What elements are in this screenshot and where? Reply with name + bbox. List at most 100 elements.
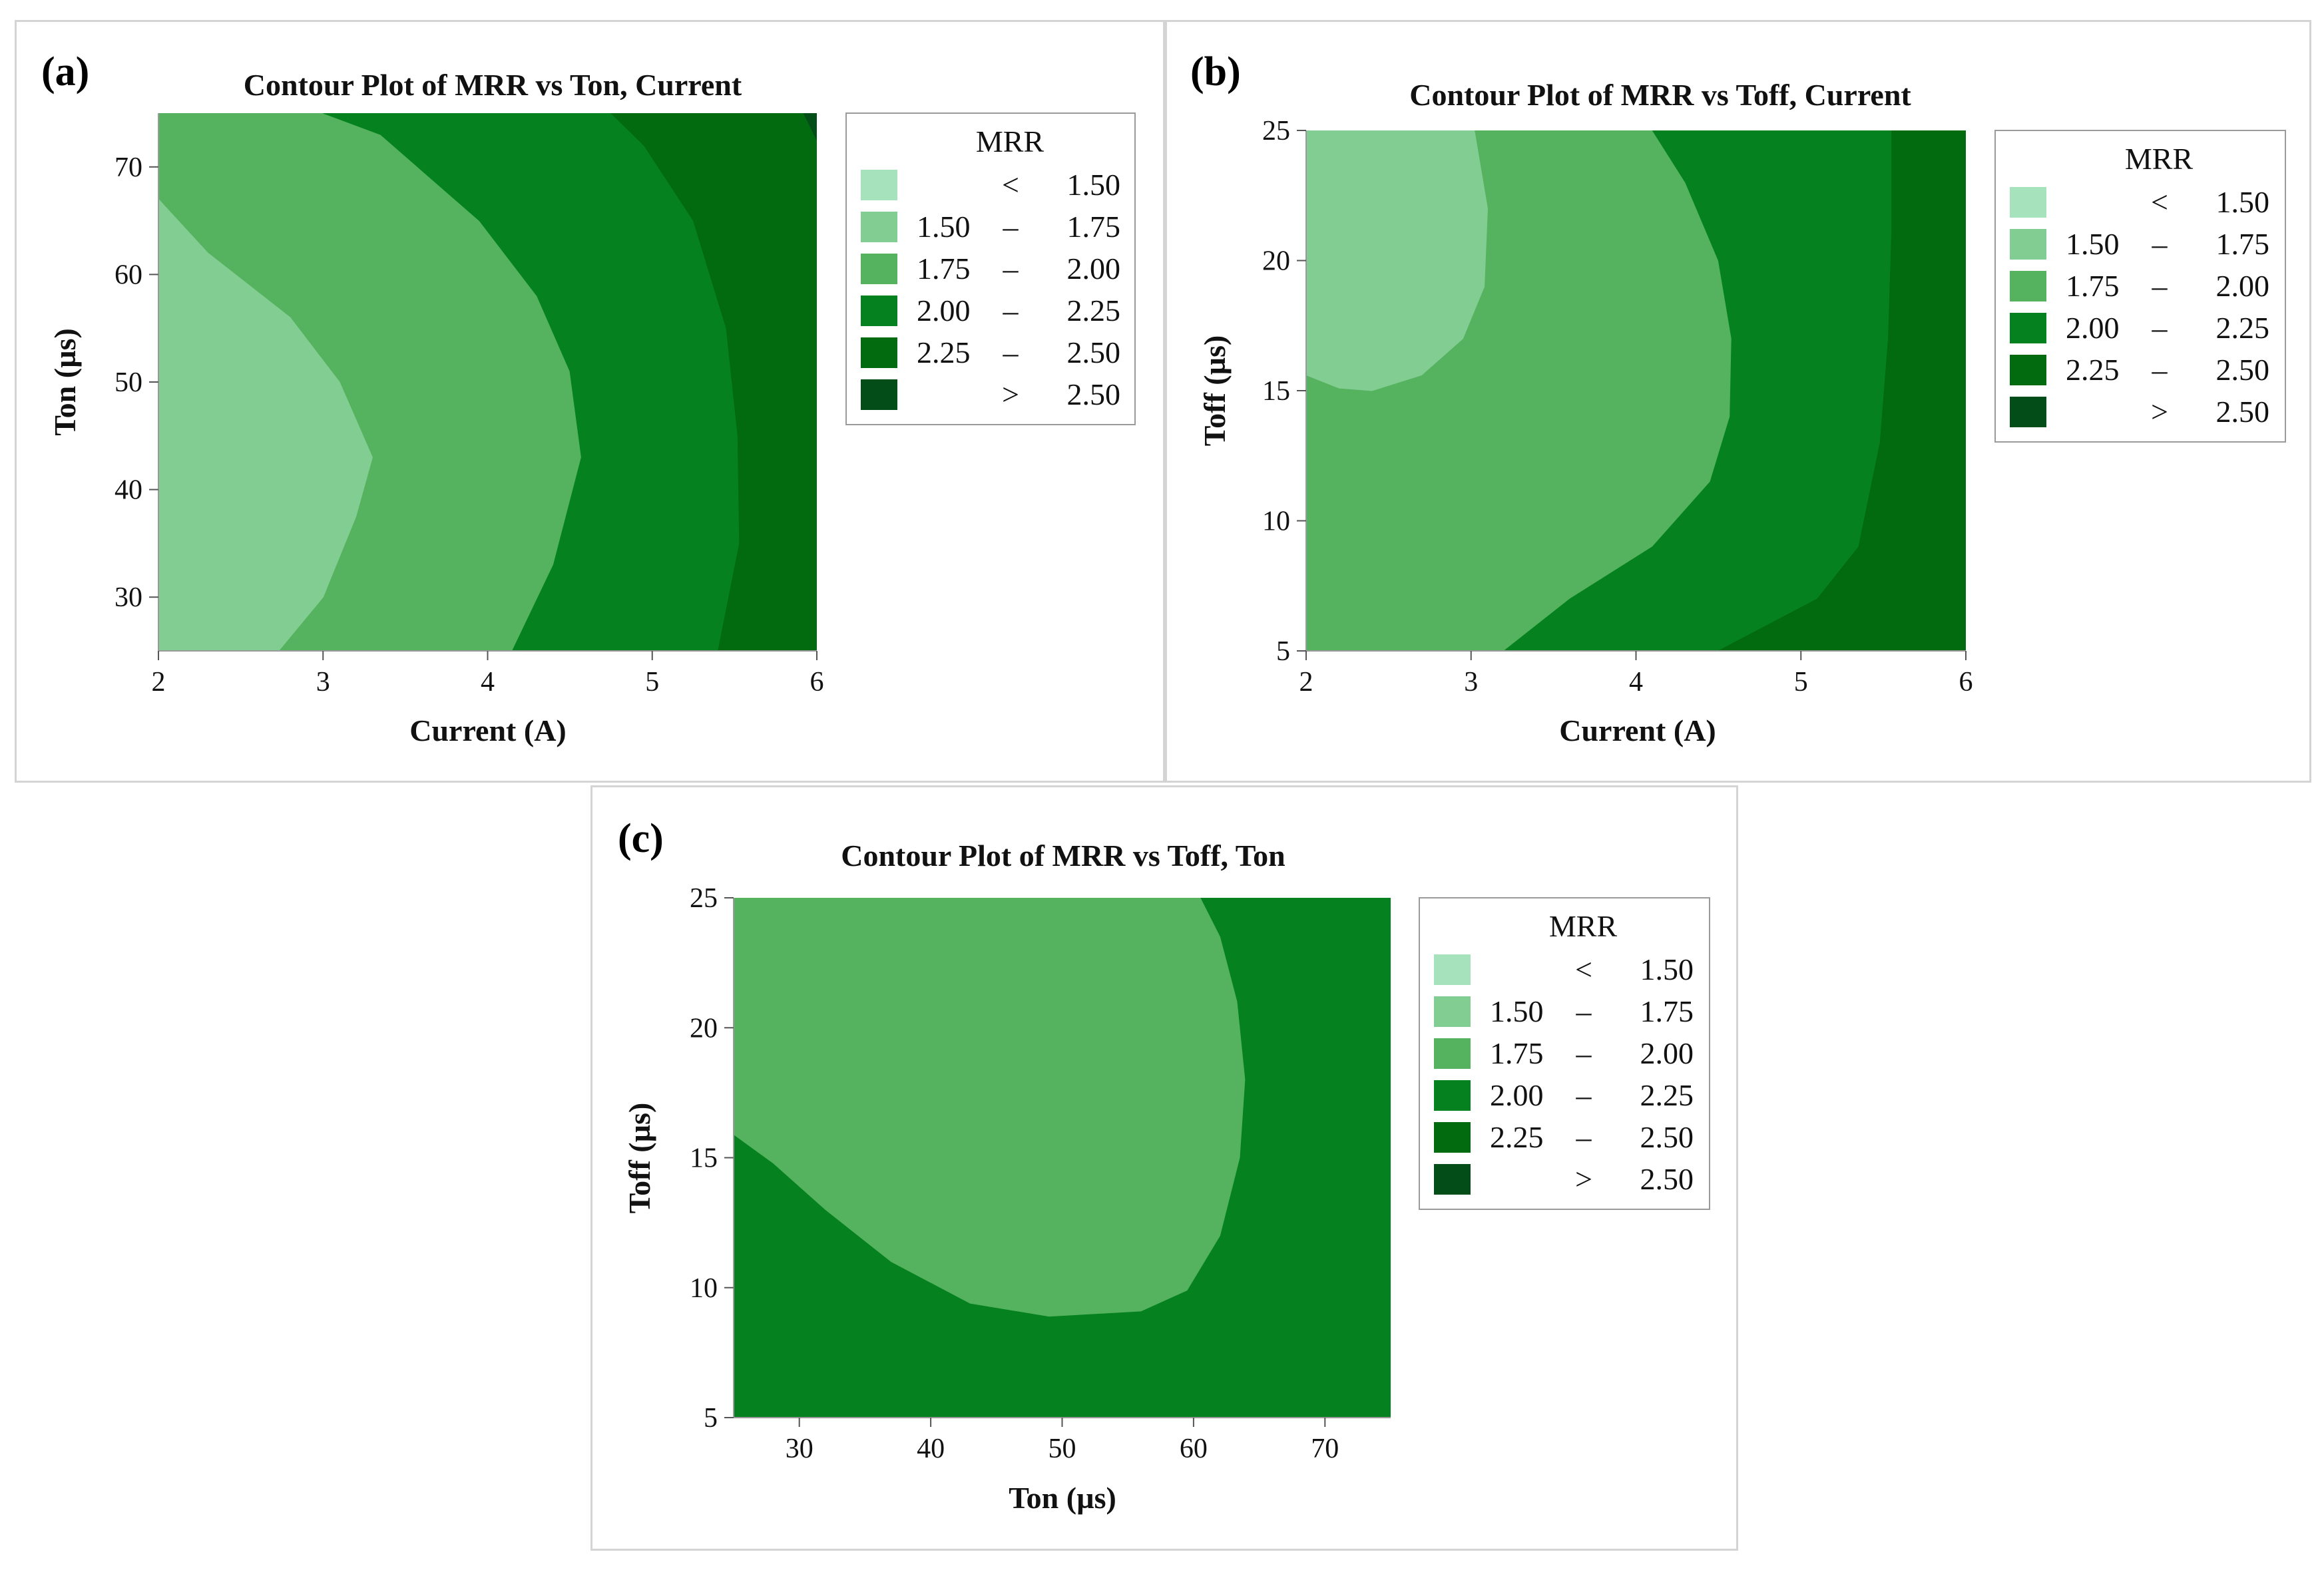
contour-region-2: [158, 198, 373, 651]
legend-range-sep: –: [1003, 210, 1019, 244]
y-tick-label: 20: [690, 1013, 718, 1044]
legend-swatch: [2010, 397, 2046, 427]
legend-swatch: [861, 379, 897, 410]
y-axis-title: Toff (µs): [1198, 335, 1232, 447]
legend-swatch: [861, 296, 897, 326]
legend-range-high: 1.50: [2216, 185, 2270, 219]
x-tick-label: 30: [786, 1434, 813, 1464]
legend-swatch: [1434, 1164, 1471, 1195]
legend-swatch: [2010, 229, 2046, 260]
legend: MRR< 1.501.50–1.751.75–2.002.00–2.252.25–…: [1419, 897, 1710, 1210]
legend-swatch: [2010, 313, 2046, 343]
legend-range-high: 2.50: [1067, 335, 1121, 369]
legend-swatch: [1434, 1038, 1471, 1069]
legend-range-high: 2.50: [2216, 395, 2270, 429]
legend-range-sep: <: [1575, 952, 1592, 986]
legend-range-sep: –: [1576, 1120, 1592, 1154]
y-tick-label: 5: [704, 1403, 718, 1434]
x-tick-label: 3: [316, 667, 330, 697]
x-tick-label: 2: [152, 667, 166, 697]
legend-swatch: [861, 170, 897, 200]
chart-panel-2: 2 3 4 5 6 5 10 15 20 25 (b) Contour Plot of MRR vs …: [1190, 49, 2286, 747]
contour-region-3: [323, 113, 817, 651]
y-tick-label: 15: [1262, 376, 1290, 407]
legend-swatch: [1434, 1080, 1471, 1111]
chart-title: Contour Plot of MRR vs Toff, Current: [1409, 78, 1911, 112]
legend-range-low: 2.25: [2066, 353, 2120, 387]
legend-swatch: [2010, 355, 2046, 385]
y-tick-label: 25: [1262, 116, 1290, 146]
y-tick-label: 40: [115, 475, 142, 506]
legend-range-high: 2.25: [1067, 294, 1121, 327]
legend-range-high: 2.50: [1067, 377, 1121, 411]
y-tick-label: 30: [115, 582, 142, 613]
legend-range-high: 2.25: [1640, 1078, 1694, 1112]
panel-label: (b): [1190, 49, 1241, 95]
y-tick-label: 10: [1262, 506, 1290, 537]
legend-range-high: 2.50: [1640, 1120, 1694, 1154]
y-tick-label: 60: [115, 260, 142, 290]
contour-regions: [158, 113, 817, 651]
x-axis-title: Current (A): [1559, 713, 1716, 747]
legend-swatch: [861, 337, 897, 368]
chart-title: Contour Plot of MRR vs Toff, Ton: [841, 839, 1285, 873]
legend: MRR< 1.501.50–1.751.75–2.002.00–2.252.25–…: [845, 112, 1136, 425]
x-tick-label: 6: [1959, 667, 1973, 697]
x-tick-label: 5: [1794, 667, 1808, 697]
legend-range-high: 2.50: [2216, 353, 2270, 387]
x-tick-label: 4: [481, 667, 495, 697]
legend-range-low: 1.75: [1490, 1036, 1544, 1070]
legend-range-low: 2.25: [917, 335, 971, 369]
legend-range-sep: –: [1576, 1078, 1592, 1112]
contour-region-4: [1718, 130, 1966, 651]
x-tick-label: 50: [1048, 1434, 1076, 1464]
x-tick-label: 5: [645, 667, 659, 697]
legend-range-high: 2.00: [1640, 1036, 1694, 1070]
legend-title: MRR: [2125, 142, 2194, 176]
legend-swatch: [1434, 954, 1471, 985]
legend-range-high: 2.00: [2216, 269, 2270, 303]
x-tick-label: 60: [1180, 1434, 1208, 1464]
legend-range-sep: >: [2151, 395, 2168, 429]
legend-range-sep: –: [1003, 335, 1019, 369]
legend-range-high: 1.75: [1067, 210, 1121, 244]
y-tick-label: 10: [690, 1273, 718, 1304]
legend-swatch: [2010, 187, 2046, 218]
legend-swatch: [1434, 996, 1471, 1027]
legend-title: MRR: [976, 124, 1045, 158]
y-tick-label: 25: [690, 883, 718, 914]
contour-region-4: [610, 113, 817, 651]
legend-range-low: 1.75: [2066, 269, 2120, 303]
chart-panel-1: 2 3 4 5 6 30 40 50 60 70 (a) Contour Plot of MRR vs…: [41, 49, 1136, 747]
legend-range-high: 1.50: [1640, 952, 1694, 986]
legend-range-sep: <: [1002, 168, 1019, 202]
legend-range-sep: >: [1575, 1162, 1592, 1196]
legend-range-low: 1.50: [2066, 227, 2120, 261]
legend-range-high: 2.25: [2216, 311, 2270, 345]
legend-swatch: [861, 212, 897, 242]
legend-range-low: 2.00: [2066, 311, 2120, 345]
chart-panel-3: 30 40 50 60 70 5 10 15 20 25 (c) Contour Plot of MR…: [618, 816, 1710, 1515]
legend-range-sep: –: [1576, 994, 1592, 1028]
panel-label: (a): [41, 49, 89, 95]
x-tick-label: 40: [917, 1434, 945, 1464]
legend-title: MRR: [1549, 909, 1618, 943]
legend-range-sep: –: [2152, 269, 2168, 303]
x-tick-label: 2: [1299, 667, 1313, 697]
legend-range-high: 2.50: [1640, 1162, 1694, 1196]
contour-region-2: [1306, 130, 1489, 391]
legend-range-high: 1.50: [1067, 168, 1121, 202]
contour-region-5: [803, 113, 817, 140]
contour-regions: [1306, 130, 1966, 651]
legend-range-low: 2.00: [917, 294, 971, 327]
contour-region-2: [734, 898, 1246, 1317]
legend-range-high: 1.75: [1640, 994, 1694, 1028]
legend-range-sep: –: [2152, 227, 2168, 261]
x-axis-title: Ton (µs): [1009, 1481, 1116, 1515]
legend-range-sep: –: [1576, 1036, 1592, 1070]
y-tick-label: 5: [1276, 636, 1290, 667]
contour-region-3: [1503, 130, 1966, 651]
legend: MRR< 1.501.50–1.751.75–2.002.00–2.252.25–…: [1994, 130, 2286, 443]
y-axis-title: Ton (µs): [48, 328, 82, 436]
